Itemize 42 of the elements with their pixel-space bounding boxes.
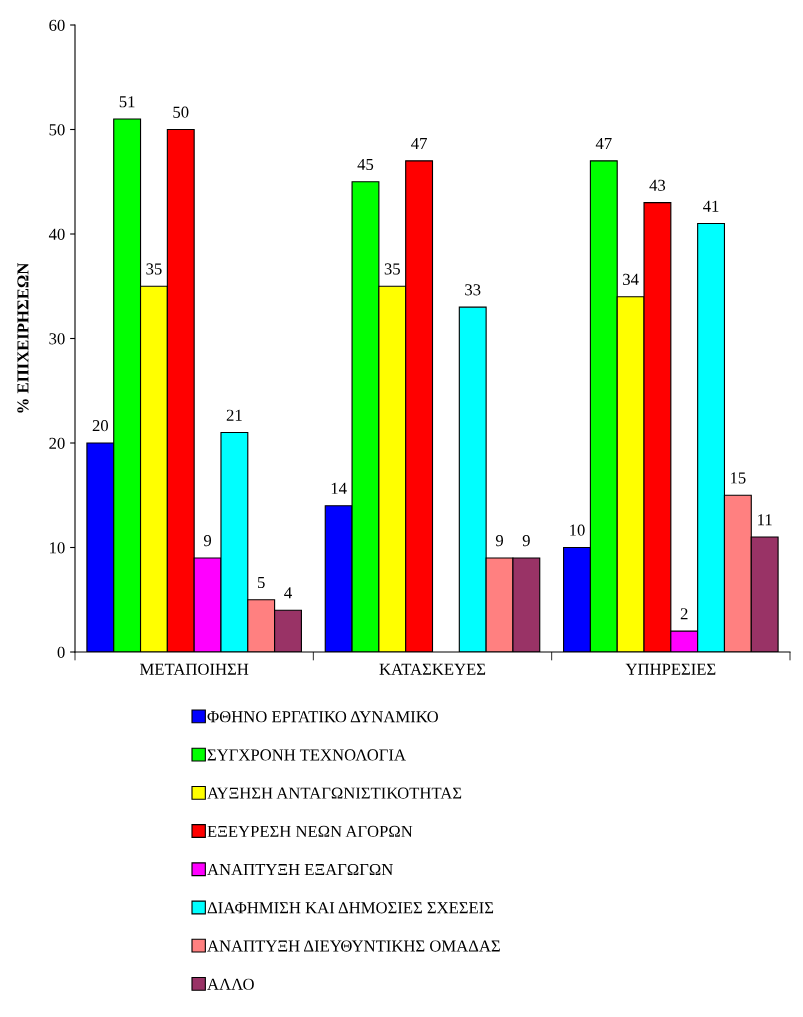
data-label: 45	[357, 158, 374, 171]
data-label: 47	[411, 138, 427, 149]
data-label: 9	[203, 535, 212, 547]
data-label: 47	[595, 138, 612, 149]
y-tick-label: 60	[49, 19, 65, 31]
y-tick-label: 20	[49, 437, 65, 449]
legend-label: ΑΝΑΠΤΥΞΗ ΔΙΕΥΘΥΝΤΙΚΗΣ ΟΜΑΔΑΣ	[207, 940, 500, 952]
data-label: 5	[258, 576, 265, 589]
legend-label: ΣΥΓΧΡΟΝΗ ΤΕΧΝΟΛΟΓΙΑ	[207, 749, 406, 761]
data-label: 33	[465, 284, 481, 296]
data-label: 4	[284, 587, 292, 599]
data-label: 9	[522, 535, 530, 547]
legend-label: ΑΛΛΟ	[207, 978, 254, 990]
x-tick-label: ΥΠΗΡΕΣΙΕΣ	[625, 663, 716, 675]
data-label: 10	[570, 524, 585, 536]
data-label: 11	[758, 514, 772, 526]
data-label: 9	[495, 535, 504, 547]
data-label: 34	[623, 273, 639, 285]
data-label: 50	[173, 106, 189, 118]
legend-label: ΑΥΞΗΣΗ ΑΝΤΑΓΩΝΙΣΤΙΚΟΤΗΤΑΣ	[207, 787, 462, 799]
data-label: 35	[146, 263, 162, 275]
y-tick-label: 10	[50, 542, 65, 554]
x-tick-label: ΜΕΤΑΠΟΙΗΣΗ	[140, 663, 249, 675]
legend-label: ΕΞΕΥΡΕΣΗ ΝΕΩΝ ΑΓΟΡΩΝ	[207, 825, 413, 837]
legend-label: ΑΝΑΠΤΥΞΗ ΕΞΑΓΩΓΩΝ	[207, 863, 393, 876]
data-label: 43	[649, 179, 666, 191]
legend-label: ΔΙΑΦΗΜΙΣΗ ΚΑΙ ΔΗΜΟΣΙΕΣ ΣΧΕΣΕΙΣ	[207, 902, 494, 914]
y-tick-label: 30	[49, 333, 65, 345]
y-axis-title: % ΕΠΙΧΕΙΡΗΣΕΩΝ	[17, 262, 29, 413]
x-tick-label: ΚΑΤΑΣΚΕΥΕΣ	[379, 663, 486, 675]
data-label: 14	[331, 482, 347, 494]
legend-label: ΦΘΗΝΟ ΕΡΓΑΤΙΚΟ ΔΥΝΑΜΙΚΟ	[207, 711, 438, 723]
data-label: 2	[680, 608, 688, 620]
data-label: 35	[384, 263, 400, 275]
data-label: 51	[119, 96, 135, 108]
y-tick-label: 0	[57, 646, 65, 658]
data-label: 21	[226, 409, 242, 421]
data-label: 15	[731, 472, 746, 484]
y-tick-label: 50	[49, 124, 65, 136]
y-tick-label: 40	[48, 228, 65, 240]
data-label: 20	[92, 420, 109, 432]
data-label: 41	[703, 200, 719, 212]
